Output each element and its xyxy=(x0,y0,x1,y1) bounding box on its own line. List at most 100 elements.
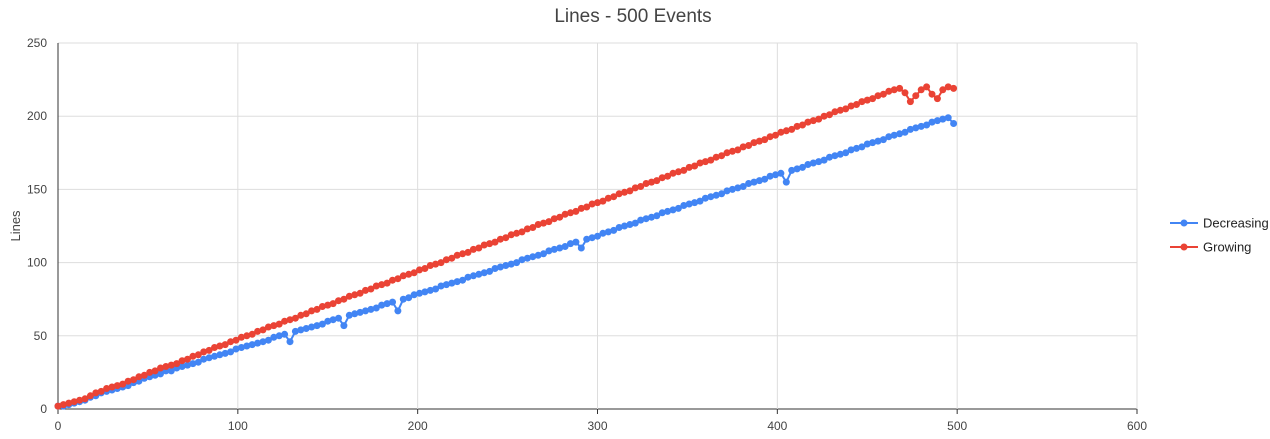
data-point xyxy=(81,395,89,403)
data-point xyxy=(755,137,763,145)
data-point xyxy=(626,221,634,228)
data-point xyxy=(421,265,429,272)
data-point xyxy=(777,128,785,136)
x-tick-label: 100 xyxy=(228,419,248,433)
data-point xyxy=(896,84,904,92)
data-point xyxy=(793,122,801,130)
data-point xyxy=(674,204,682,212)
y-tick-label: 250 xyxy=(27,36,47,50)
data-point xyxy=(432,260,440,268)
data-point xyxy=(815,158,823,166)
data-point xyxy=(308,307,316,315)
data-point xyxy=(680,202,688,209)
data-point xyxy=(442,281,450,289)
data-point xyxy=(523,254,531,262)
data-point xyxy=(561,243,569,250)
data-point xyxy=(836,150,844,158)
data-point xyxy=(777,169,785,177)
data-point xyxy=(146,368,154,376)
data-point xyxy=(669,169,677,177)
data-point xyxy=(637,183,645,190)
data-point xyxy=(221,341,229,349)
data-point xyxy=(243,332,251,340)
data-point xyxy=(944,114,952,122)
data-point xyxy=(858,98,866,106)
data-point xyxy=(302,310,310,318)
data-point xyxy=(507,260,515,268)
data-point xyxy=(890,131,898,139)
data-point xyxy=(755,177,763,185)
data-point xyxy=(534,221,542,228)
data-point xyxy=(389,298,396,306)
series-growing xyxy=(54,83,958,410)
data-point xyxy=(906,98,914,106)
data-point xyxy=(610,226,618,234)
data-point xyxy=(853,101,860,108)
data-point xyxy=(583,203,591,211)
data-point xyxy=(712,153,720,161)
data-point xyxy=(718,190,726,198)
data-point xyxy=(248,330,256,338)
data-point xyxy=(394,307,402,315)
data-point xyxy=(739,143,747,151)
data-point xyxy=(459,276,467,284)
y-tick-label: 200 xyxy=(27,109,47,123)
data-point xyxy=(588,200,596,208)
data-point xyxy=(734,184,742,192)
data-point xyxy=(502,234,510,242)
data-point xyxy=(869,139,877,147)
series-decreasing xyxy=(54,114,958,410)
data-point xyxy=(189,360,197,368)
data-point xyxy=(804,161,812,168)
x-tick-label: 500 xyxy=(947,419,967,433)
data-point xyxy=(119,380,127,388)
x-tick-label: 200 xyxy=(408,419,428,433)
data-point xyxy=(869,95,877,103)
data-point xyxy=(448,254,456,262)
data-point xyxy=(432,285,440,293)
data-point xyxy=(394,275,402,283)
data-point xyxy=(464,248,472,256)
data-point xyxy=(879,136,887,144)
data-point xyxy=(621,222,628,230)
data-point xyxy=(205,346,213,354)
data-point xyxy=(847,146,855,154)
data-point xyxy=(577,204,585,212)
grid xyxy=(58,42,1138,410)
data-point xyxy=(173,360,181,368)
data-point xyxy=(480,269,488,277)
data-point xyxy=(567,240,574,248)
data-point xyxy=(890,86,898,94)
data-point xyxy=(211,344,218,351)
x-tick-label: 300 xyxy=(587,419,607,433)
data-point xyxy=(243,342,251,350)
legend-item-growing: Growing xyxy=(1170,240,1251,255)
data-point xyxy=(378,281,386,289)
data-point xyxy=(324,317,332,325)
data-point xyxy=(739,183,747,190)
data-point xyxy=(577,244,585,252)
data-point xyxy=(550,215,558,223)
data-point xyxy=(389,276,396,284)
data-point xyxy=(572,238,580,246)
data-point xyxy=(491,238,499,246)
data-point xyxy=(97,387,105,395)
data-point xyxy=(200,355,208,363)
data-point xyxy=(270,322,278,330)
x-tick-label: 400 xyxy=(767,419,787,433)
x-axis: 0 100 200 300 400 500 600 xyxy=(55,43,1147,433)
data-point xyxy=(442,256,450,264)
data-point xyxy=(248,341,256,349)
data-point xyxy=(642,180,650,187)
data-point xyxy=(615,224,623,231)
data-point xyxy=(345,292,353,300)
data-point xyxy=(254,339,262,347)
data-point xyxy=(399,295,407,303)
data-point xyxy=(874,137,882,145)
data-point xyxy=(572,207,580,215)
data-point xyxy=(200,348,208,356)
data-point xyxy=(157,370,164,378)
data-point xyxy=(604,194,612,202)
data-point xyxy=(826,153,833,161)
data-point xyxy=(329,316,337,324)
